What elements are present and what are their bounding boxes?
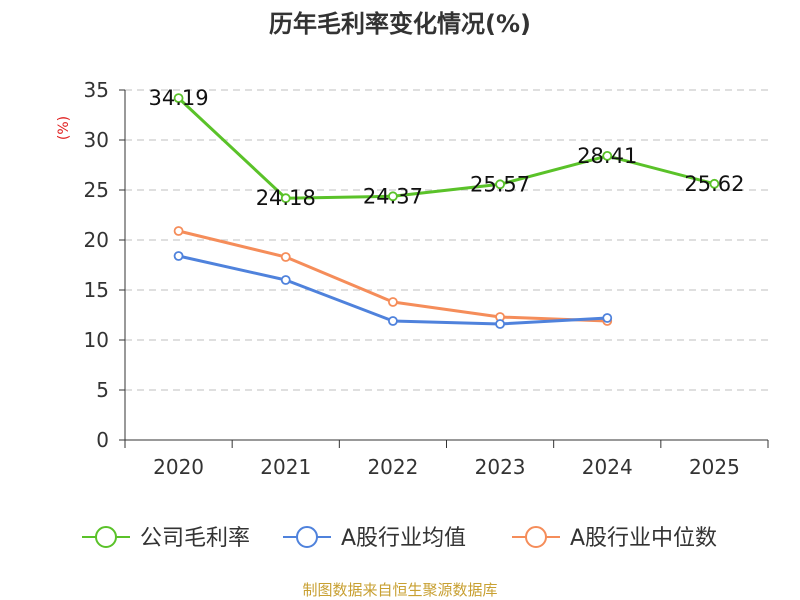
legend-label: A股行业中位数: [570, 526, 717, 551]
data-point: [173, 93, 184, 103]
data-point: [280, 193, 291, 204]
series-line: [177, 97, 715, 200]
data-label: 24.37: [363, 184, 423, 208]
x-tick-label: 2022: [367, 455, 418, 479]
data-point: [495, 179, 505, 190]
x-tick-label: 2023: [475, 455, 526, 479]
y-tick-label: 35: [84, 78, 109, 102]
y-tick-label: 30: [84, 128, 109, 152]
series-line: [178, 229, 608, 323]
y-axis-unit-label: (%): [56, 116, 72, 140]
data-label: 34.19: [149, 86, 209, 110]
legend-marker-icon: [525, 526, 547, 548]
data-point: [388, 316, 398, 326]
x-tick-label: 2024: [582, 455, 633, 479]
data-label: 25.62: [684, 172, 744, 196]
source-note: 制图数据来自恒生聚源数据库: [302, 581, 497, 599]
data-point: [495, 319, 505, 329]
y-tick-label: 20: [84, 228, 109, 252]
data-labels: 34.19 24.18 24.37 25.57 28.41 25.62: [149, 86, 745, 210]
x-axis-ticks: 2020 2021 2022 2023 2024 2025: [124, 440, 769, 479]
data-label: 24.18: [256, 186, 316, 210]
y-tick-label: 25: [84, 178, 109, 202]
data-point: [602, 150, 613, 161]
legend-marker-icon: [95, 526, 117, 548]
data-point: [388, 191, 398, 202]
y-tick-label: 10: [84, 328, 109, 352]
legend-label: 公司毛利率: [140, 526, 250, 551]
data-point: [280, 252, 291, 262]
data-point: [173, 226, 184, 236]
x-tick-label: 2025: [689, 455, 740, 479]
legend-marker-icon: [296, 526, 318, 548]
y-axis-ticks: 0 5 10 15 20 25 30 35: [84, 78, 125, 452]
legend-item[interactable]: A股行业均值: [283, 526, 466, 551]
chart-title: 历年毛利率变化情况(%): [269, 10, 531, 38]
data-point: [602, 313, 613, 323]
series-layer: [173, 93, 720, 329]
legend[interactable]: 公司毛利率 A股行业均值 A股行业中位数: [82, 526, 717, 551]
x-tick-label: 2020: [153, 455, 204, 479]
y-tick-label: 15: [84, 278, 109, 302]
y-tick-label: 0: [96, 428, 109, 452]
data-point: [173, 251, 184, 261]
x-tick-label: 2021: [260, 455, 311, 479]
data-point: [388, 297, 398, 307]
data-point: [280, 275, 291, 285]
y-tick-label: 5: [96, 378, 109, 402]
legend-item[interactable]: 公司毛利率: [82, 526, 250, 551]
legend-item[interactable]: A股行业中位数: [512, 526, 717, 551]
data-label: 28.41: [577, 144, 637, 168]
data-point: [709, 178, 720, 189]
data-label: 25.57: [470, 172, 530, 196]
legend-label: A股行业均值: [341, 526, 466, 551]
